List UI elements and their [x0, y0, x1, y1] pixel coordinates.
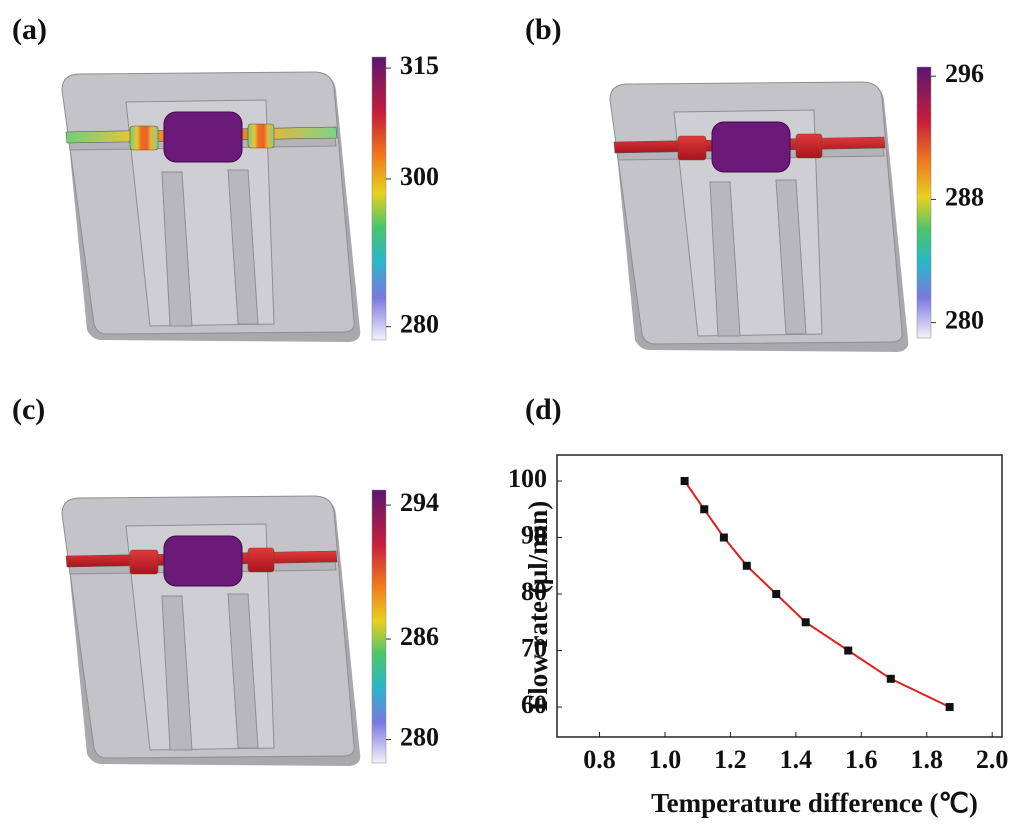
x-tick-label: 1.4 [780, 745, 813, 774]
model-c [62, 496, 360, 766]
data-point [946, 703, 954, 711]
colorbar-tick-label: 286 [400, 622, 439, 651]
panel-label: (d) [525, 393, 562, 426]
panel-label: (c) [12, 393, 45, 426]
model-a [62, 72, 360, 342]
x-tick-label: 0.8 [583, 745, 616, 774]
data-point [844, 647, 852, 655]
panel-label: (a) [12, 13, 47, 46]
x-tick-label: 1.0 [649, 745, 682, 774]
colorbar-tick-label: 294 [400, 488, 439, 517]
colorbar-tick-label: 315 [400, 51, 439, 80]
x-axis-title: Temperature difference (℃) [651, 788, 978, 818]
data-point [772, 590, 780, 598]
data-point [681, 477, 689, 485]
data-point [700, 505, 708, 513]
x-tick-label: 1.8 [910, 745, 943, 774]
colorbar-tick-label: 280 [945, 306, 984, 335]
colorbar-tick-label: 288 [945, 182, 984, 211]
colorbar [372, 490, 386, 763]
model-b [610, 82, 908, 352]
y-tick-label: 100 [508, 464, 547, 493]
colorbar-tick-label: 296 [945, 59, 984, 88]
colorbar-tick-label: 300 [400, 162, 439, 191]
x-tick-label: 1.2 [714, 745, 747, 774]
x-tick-label: 1.6 [845, 745, 878, 774]
data-point [720, 534, 728, 542]
colorbar [372, 57, 386, 340]
colorbar-tick-label: 280 [400, 723, 439, 752]
y-axis-title: Flow rate (µl/min) [523, 501, 553, 712]
panel-label: (b) [525, 13, 562, 46]
data-point [802, 618, 810, 626]
x-tick-label: 2.0 [976, 745, 1009, 774]
data-point [743, 562, 751, 570]
fit-line [685, 481, 950, 707]
colorbar-tick-label: 280 [400, 310, 439, 339]
data-point [887, 675, 895, 683]
colorbar [917, 67, 931, 338]
